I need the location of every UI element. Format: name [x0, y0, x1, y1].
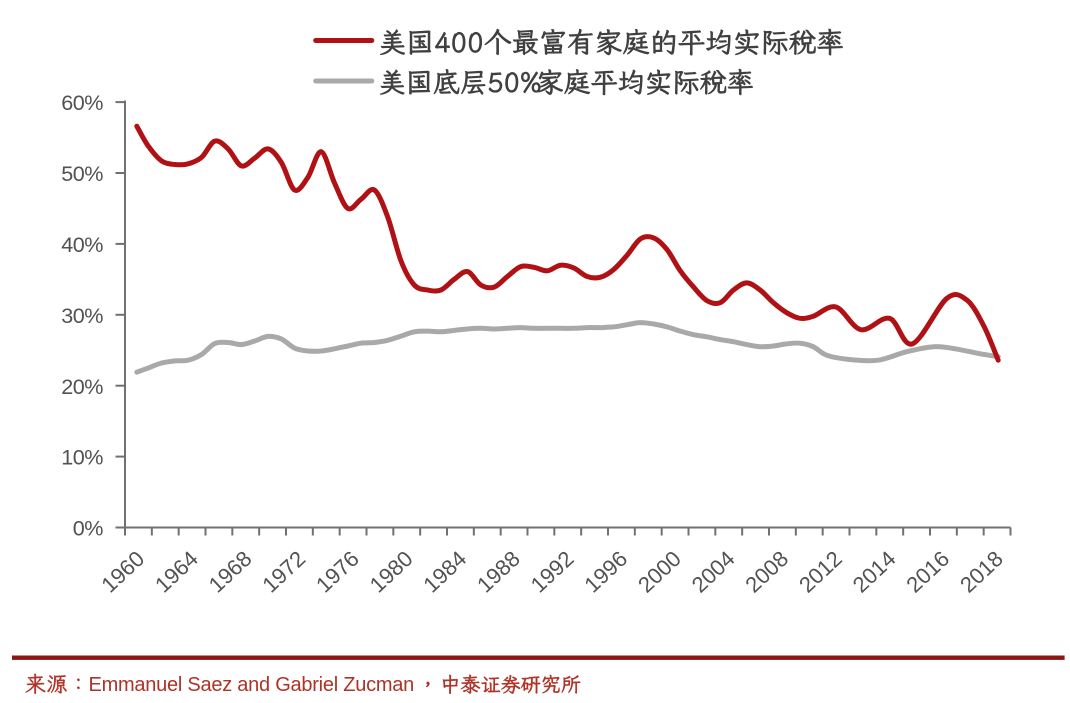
svg-text:50%: 50% — [61, 161, 103, 186]
svg-text:0%: 0% — [73, 516, 104, 541]
svg-text:30%: 30% — [61, 303, 103, 328]
svg-text:40%: 40% — [61, 232, 103, 257]
svg-text:Emmanuel Saez and Gabriel Zucm: Emmanuel Saez and Gabriel Zucman — [89, 674, 415, 696]
svg-text:10%: 10% — [61, 445, 103, 470]
svg-text:60%: 60% — [61, 90, 103, 115]
svg-text:20%: 20% — [61, 374, 103, 399]
